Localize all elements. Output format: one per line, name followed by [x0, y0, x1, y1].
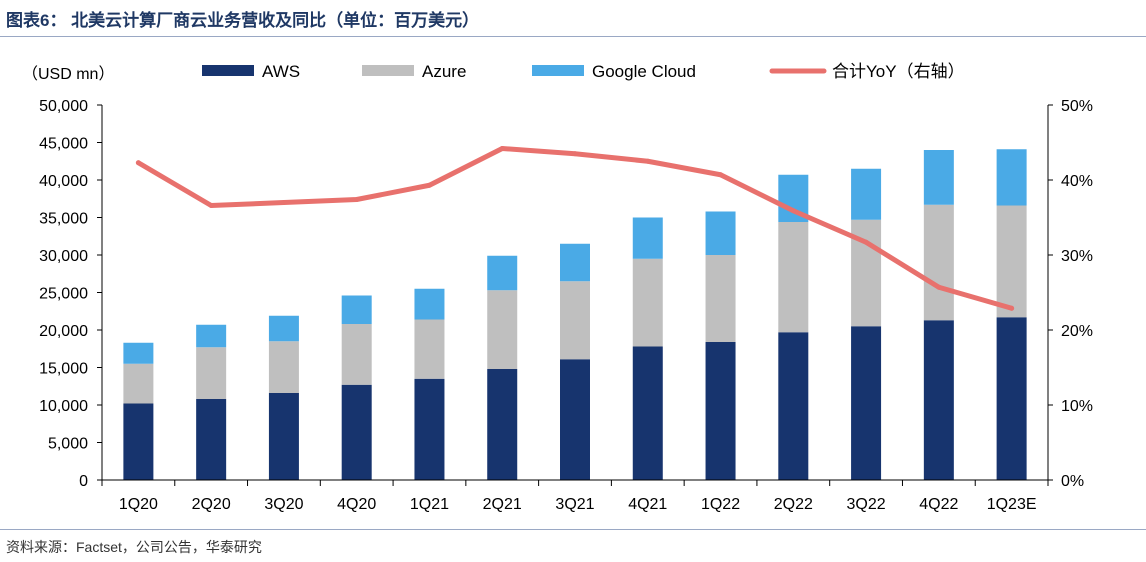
x-tick-label: 2Q21	[483, 496, 522, 513]
bar-aws	[123, 403, 154, 480]
bar-azure	[996, 205, 1027, 318]
bar-google-cloud	[196, 324, 227, 348]
bar-azure	[705, 255, 736, 342]
legend-label: Azure	[422, 62, 466, 81]
y-tick-label: 50,000	[39, 98, 88, 115]
bar-aws	[414, 378, 445, 480]
bar-aws	[851, 326, 882, 480]
bar-azure	[196, 347, 227, 399]
bar-aws	[705, 342, 736, 480]
legend-label: AWS	[262, 62, 300, 81]
bar-google-cloud	[487, 255, 518, 291]
bar-azure	[923, 204, 954, 321]
bar-azure	[487, 290, 518, 369]
yoy-point	[1009, 305, 1015, 311]
x-tick-label: 4Q20	[337, 496, 376, 513]
chart-title: 图表6： 北美云计算厂商云业务营收及同比（单位：百万美元）	[6, 11, 480, 30]
bar-google-cloud	[414, 288, 445, 320]
bar-aws	[923, 320, 954, 480]
yoy-point	[135, 160, 141, 166]
y-tick-label: 20,000	[39, 323, 88, 340]
y2-tick-label: 30%	[1061, 248, 1093, 265]
bar-aws	[778, 332, 809, 480]
yoy-point	[936, 284, 942, 290]
yoy-point	[281, 200, 287, 205]
stacked-bar-line-chart: AWS Azure Google Cloud 合计YoY（右轴） （USD mn） 0…	[22, 62, 1093, 513]
yoy-point	[499, 146, 505, 151]
x-tick-label: 3Q22	[847, 496, 886, 513]
y2-tick-label: 40%	[1061, 173, 1093, 190]
x-tick-label: 2Q22	[774, 496, 813, 513]
y-tick-label: 45,000	[39, 136, 88, 153]
legend-swatch-aws	[202, 65, 254, 76]
yoy-line-layer	[135, 146, 1015, 311]
yoy-point	[645, 158, 651, 164]
y-tick-label: 40,000	[39, 173, 88, 190]
yoy-point	[208, 203, 214, 208]
x-tick-label: 3Q21	[555, 496, 594, 513]
bar-aws	[996, 317, 1027, 480]
bar-azure	[778, 222, 809, 333]
y-tick-label: 0	[79, 473, 88, 490]
title-divider	[0, 36, 1146, 37]
y2-tick-label: 50%	[1061, 98, 1093, 115]
yoy-point	[426, 182, 432, 188]
bar-aws	[268, 393, 299, 480]
bar-google-cloud	[560, 243, 590, 282]
bar-aws	[560, 359, 590, 480]
y2-tick-label: 20%	[1061, 323, 1093, 340]
y2-tick-label: 10%	[1061, 398, 1093, 415]
y-tick-label: 5,000	[48, 436, 88, 453]
x-tick-label: 1Q21	[410, 496, 449, 513]
y-tick-label: 25,000	[39, 286, 88, 303]
bar-azure	[268, 341, 299, 393]
yoy-point	[718, 172, 724, 178]
x-tick-label: 3Q20	[264, 496, 303, 513]
y-tick-label: 10,000	[39, 398, 88, 415]
bar-google-cloud	[996, 149, 1027, 206]
y2-tick-label: 0%	[1061, 473, 1084, 490]
source-note: 资料来源：Factset，公司公告，华泰研究	[6, 539, 262, 555]
x-tick-label: 2Q20	[192, 496, 231, 513]
bar-aws	[196, 399, 227, 480]
bar-google-cloud	[341, 295, 372, 324]
x-tick-label: 1Q20	[119, 496, 158, 513]
x-tick-label: 1Q23E	[987, 496, 1037, 513]
bar-google-cloud	[705, 211, 736, 255]
bars	[123, 149, 1027, 480]
yoy-point	[863, 239, 869, 245]
y-axis-unit-label: （USD mn）	[22, 65, 114, 83]
bar-aws	[632, 346, 663, 480]
bar-google-cloud	[123, 342, 154, 364]
yoy-point	[790, 208, 796, 214]
y-tick-label: 35,000	[39, 211, 88, 228]
bar-google-cloud	[632, 217, 663, 259]
bar-azure	[341, 324, 372, 385]
bar-azure	[414, 319, 445, 379]
legend-label: Google Cloud	[592, 62, 696, 81]
legend-label: 合计YoY（右轴）	[832, 62, 965, 81]
footer-divider	[0, 529, 1146, 530]
bar-azure	[560, 281, 590, 360]
bar-azure	[632, 258, 663, 347]
yoy-point	[354, 197, 360, 202]
legend: AWS Azure Google Cloud 合计YoY（右轴）	[202, 62, 965, 81]
y-tick-label: 15,000	[39, 361, 88, 378]
x-tick-label: 4Q21	[628, 496, 667, 513]
axes: 0 5,000 10,000 15,000 20,000 25,000 30,000 35,0…	[39, 98, 1093, 513]
bar-azure	[123, 363, 154, 404]
bar-google-cloud	[851, 168, 882, 220]
y-tick-label: 30,000	[39, 248, 88, 265]
bar-google-cloud	[268, 315, 299, 342]
x-tick-label: 1Q22	[701, 496, 740, 513]
yoy-point	[572, 151, 578, 157]
bar-aws	[341, 384, 372, 480]
bar-google-cloud	[923, 150, 954, 205]
legend-swatch-google-cloud	[532, 65, 584, 76]
x-tick-label: 4Q22	[919, 496, 958, 513]
bar-aws	[487, 369, 518, 480]
legend-swatch-azure	[362, 65, 414, 76]
